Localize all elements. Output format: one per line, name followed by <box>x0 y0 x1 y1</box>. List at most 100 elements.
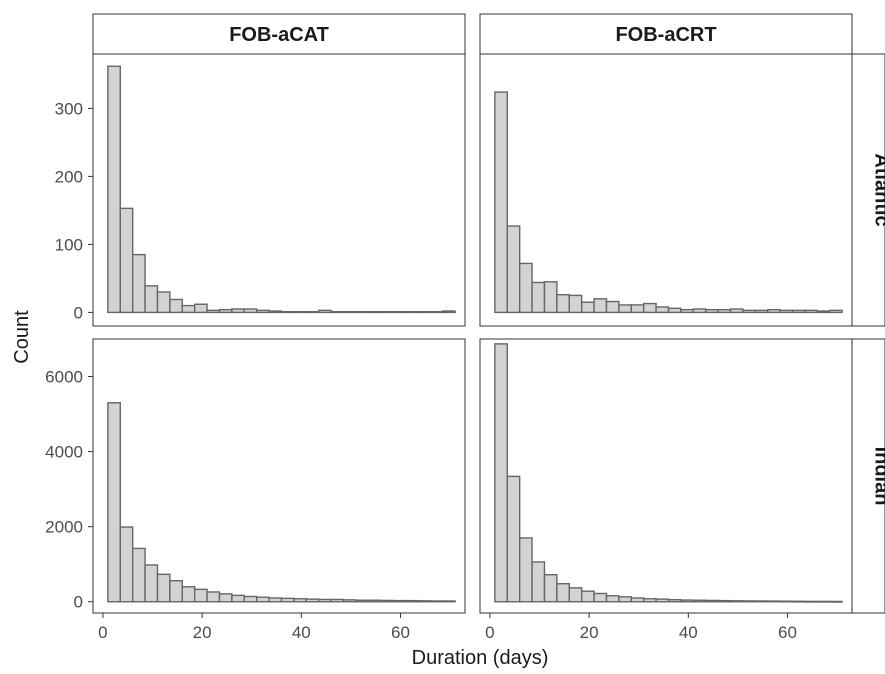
histogram-bar <box>430 312 442 313</box>
histogram-bar <box>356 600 368 602</box>
histogram-bar <box>656 307 668 312</box>
x-tick-label: 40 <box>679 623 698 642</box>
histogram-bar <box>805 601 817 602</box>
histogram-bar <box>306 312 318 313</box>
histogram-bar <box>631 305 643 312</box>
histogram-bar <box>792 310 804 312</box>
facet-panel <box>93 54 465 326</box>
histogram-bar <box>418 601 430 602</box>
histogram-bar <box>195 589 207 601</box>
y-tick-label: 200 <box>55 167 83 186</box>
histogram-bar <box>232 595 244 601</box>
x-tick-label: 20 <box>580 623 599 642</box>
histogram-bar <box>619 597 631 602</box>
histogram-bar <box>157 292 169 312</box>
x-tick-label: 20 <box>193 623 212 642</box>
histogram-bar <box>257 597 269 602</box>
histogram-bar <box>381 312 393 313</box>
row-strip-label: Indian <box>871 447 885 506</box>
histogram-bar <box>405 312 417 313</box>
histogram-bar <box>356 312 368 313</box>
col-strip-label: FOB-aCRT <box>615 24 716 46</box>
histogram-bar <box>668 600 680 602</box>
histogram-bar <box>108 66 120 312</box>
histogram-bar <box>133 255 145 313</box>
histogram-bar <box>768 601 780 602</box>
facet-panels <box>93 54 852 613</box>
histogram-bar <box>257 310 269 312</box>
histogram-bar <box>507 476 519 601</box>
histogram-bar <box>207 310 219 312</box>
histogram-bar <box>120 208 132 312</box>
histogram-bar <box>520 263 532 312</box>
y-axis-title: Count <box>11 310 33 364</box>
histogram-bar <box>182 587 194 602</box>
histogram-bar <box>269 311 281 312</box>
histogram-bar <box>294 312 306 313</box>
histogram-bar <box>532 282 544 312</box>
histogram-bar <box>557 295 569 313</box>
histogram-bar <box>495 92 507 312</box>
y-tick-label: 100 <box>55 235 83 254</box>
histogram-bar <box>443 311 455 312</box>
histogram-bar <box>644 304 656 313</box>
histogram-bar <box>418 312 430 313</box>
histogram-bar <box>582 302 594 312</box>
histogram-bar <box>569 295 581 312</box>
histogram-bar <box>743 310 755 312</box>
histogram-bar <box>594 299 606 313</box>
histogram-bar <box>544 282 556 313</box>
histogram-bar <box>644 599 656 602</box>
histogram-bar <box>830 601 842 602</box>
histogram-bar <box>182 306 194 313</box>
histogram-bar <box>207 592 219 602</box>
histogram-bar <box>120 527 132 602</box>
histogram-bar <box>532 562 544 602</box>
histogram-bar <box>368 312 380 313</box>
histogram-bar <box>557 584 569 602</box>
histogram-bar <box>405 601 417 602</box>
histogram-bar <box>631 598 643 602</box>
histogram-bar <box>706 600 718 601</box>
x-tick-label: 60 <box>778 623 797 642</box>
histogram-bar <box>681 600 693 602</box>
histogram-bar <box>792 601 804 602</box>
histogram-bar <box>244 309 256 312</box>
y-tick-label: 2000 <box>45 518 83 537</box>
histogram-bar <box>830 310 842 312</box>
histogram-bar <box>170 299 182 312</box>
histogram-bar <box>817 311 829 312</box>
histogram-bar <box>507 226 519 312</box>
histogram-bar <box>269 598 281 602</box>
histogram-bar <box>343 600 355 602</box>
histogram-bar <box>693 309 705 312</box>
histogram-bar <box>706 310 718 313</box>
histogram-bar <box>244 596 256 601</box>
histogram-bar <box>393 312 405 313</box>
histogram-bar <box>780 601 792 602</box>
facet-panel <box>480 54 852 326</box>
facet-panel <box>480 339 852 613</box>
row-strip-label: Atlantic <box>871 153 885 226</box>
histogram-bar <box>619 305 631 312</box>
histogram-bar <box>430 601 442 602</box>
histogram-bar <box>730 309 742 312</box>
x-tick-label: 40 <box>292 623 311 642</box>
histogram-bar <box>681 310 693 313</box>
y-tick-label: 6000 <box>45 368 83 387</box>
histogram-bar <box>157 574 169 601</box>
histogram-bar <box>393 601 405 602</box>
histogram-bar <box>170 581 182 602</box>
histogram-bar <box>805 310 817 312</box>
histogram-bar <box>331 599 343 601</box>
x-axis-title: Duration (days) <box>412 647 549 669</box>
histogram-bar <box>544 575 556 602</box>
histogram-bar <box>195 304 207 312</box>
histogram-bar <box>569 588 581 602</box>
histogram-bar <box>145 565 157 602</box>
x-tick-label: 0 <box>485 623 494 642</box>
histogram-bar <box>306 599 318 602</box>
histogram-bar <box>133 548 145 601</box>
histogram-bar <box>520 538 532 602</box>
histogram-bar <box>232 309 244 312</box>
